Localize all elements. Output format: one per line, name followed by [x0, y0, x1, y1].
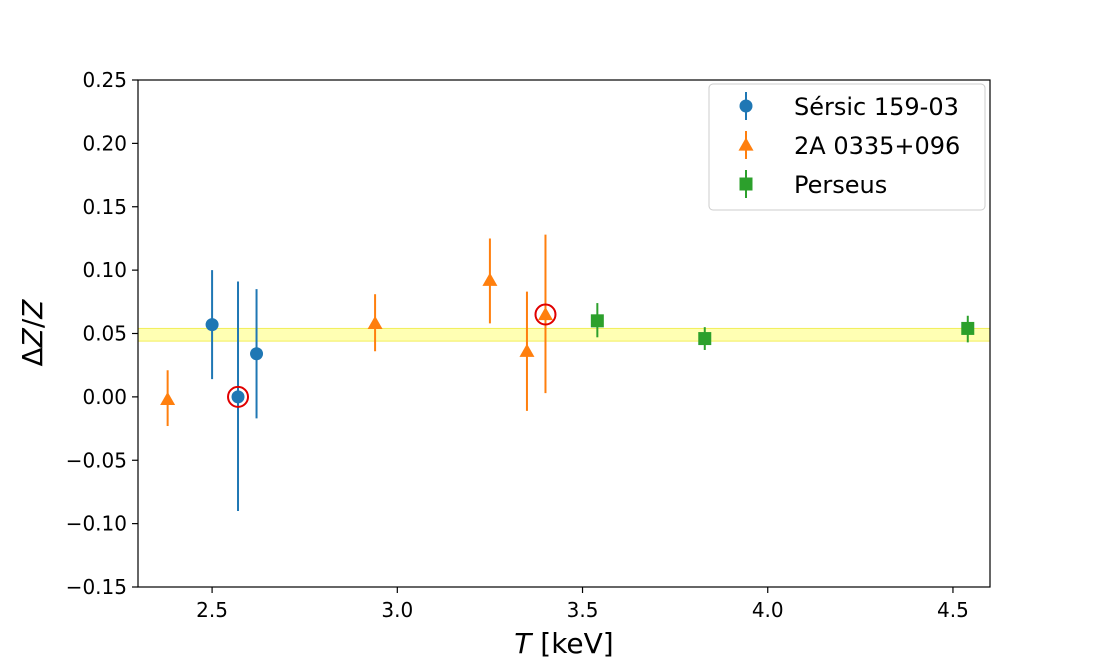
highlight-layer: [227, 303, 557, 408]
y-axis-title-delta: Δ: [16, 347, 49, 366]
y-axis-title-slash: /: [16, 318, 49, 328]
y-axis-title: ΔZ/Z: [16, 299, 49, 367]
highlight-ring: [534, 303, 557, 326]
y-tick-label: −0.15: [66, 575, 127, 599]
data-point: [482, 272, 498, 286]
legend-label: Sérsic 159-03: [794, 93, 959, 121]
legend-label: Perseus: [794, 171, 887, 199]
legend-box: [708, 83, 986, 211]
x-tick-label: 4.5: [937, 598, 969, 622]
y-tick-label: 0.05: [82, 322, 127, 346]
series-1: [205, 270, 264, 511]
legend-marker: [738, 137, 754, 151]
data-point: [367, 315, 383, 329]
series-layer: [160, 234, 975, 511]
x-axis-ticks: 2.5 3.0 3.5 4.0 4.5: [196, 587, 969, 622]
y-tick-label: −0.10: [66, 512, 127, 536]
x-axis-title: T [keV]: [514, 627, 613, 660]
x-tick-label: 2.5: [196, 598, 228, 622]
band-layer: [137, 327, 991, 342]
data-point: [160, 391, 176, 406]
data-point: [205, 318, 219, 332]
band: [137, 327, 991, 342]
y-tick-label: 0.10: [82, 258, 127, 282]
series-2: [160, 234, 553, 427]
x-tick-label: 3.5: [567, 598, 599, 622]
data-point: [519, 343, 535, 357]
y-tick-label: 0.20: [82, 131, 127, 155]
x-tick-label: 3.0: [381, 598, 413, 622]
data-point: [590, 314, 604, 328]
y-tick-label: 0.15: [82, 195, 127, 219]
legend-marker: [739, 177, 753, 191]
x-tick-label: 4.0: [752, 598, 784, 622]
data-point: [231, 390, 245, 404]
data-point: [537, 306, 553, 321]
legend-label: 2A 0335+096: [794, 132, 960, 160]
y-tick-label: 0.25: [82, 68, 127, 92]
y-tick-label: −0.05: [66, 448, 127, 472]
series-3: [590, 303, 975, 350]
legend: Sérsic 159-03 2A 0335+096 Perseus: [708, 83, 986, 211]
data-point: [250, 347, 264, 361]
x-axis-title-unit: [keV]: [531, 627, 613, 660]
highlight-ring: [227, 385, 250, 408]
y-axis-title-z-denominator: Z: [16, 299, 49, 320]
x-axis-title-variable: T: [514, 627, 533, 660]
legend-marker: [739, 99, 753, 113]
y-axis-ticks: −0.15 −0.10 −0.05 0.00 0.05 0.10 0.15 0.20 0.25: [66, 68, 138, 599]
y-tick-label: 0.00: [82, 385, 127, 409]
data-point: [961, 321, 975, 335]
y-axis-title-z: Z: [16, 327, 49, 348]
legend-entries: Sérsic 159-03 2A 0335+096 Perseus: [738, 92, 960, 199]
data-point: [698, 332, 712, 346]
